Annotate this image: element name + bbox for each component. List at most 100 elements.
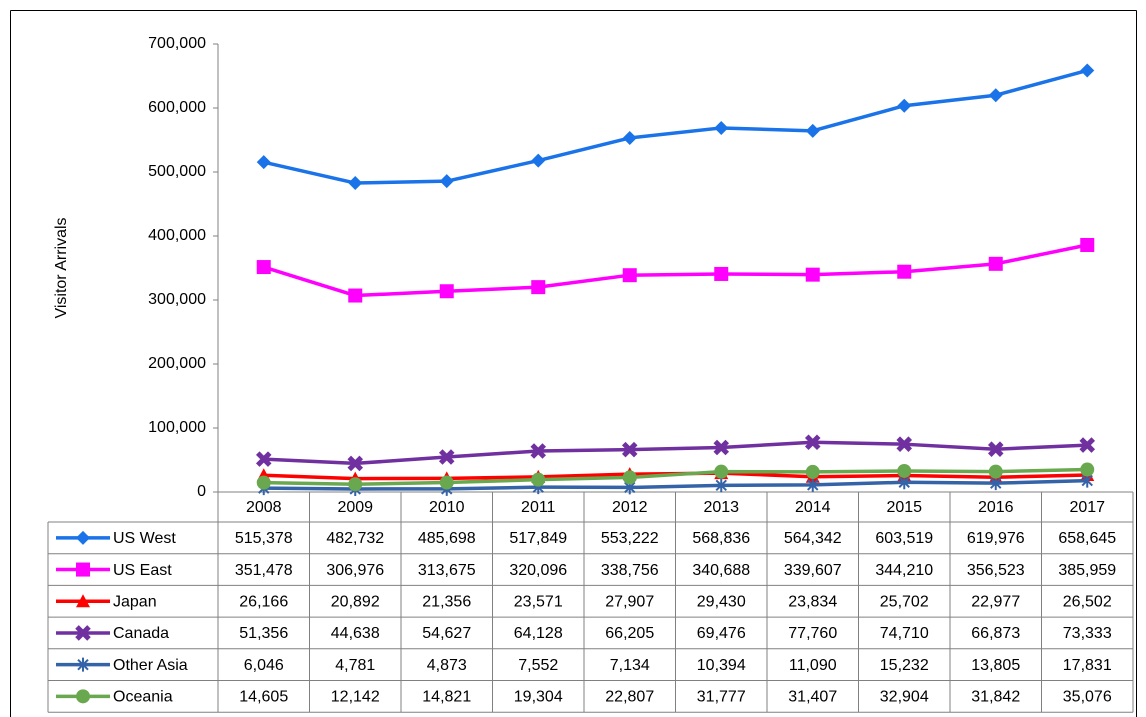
legend-label: Oceania bbox=[113, 689, 173, 706]
marker bbox=[439, 174, 454, 189]
table-value: 4,873 bbox=[427, 657, 467, 674]
table-value: 66,873 bbox=[971, 625, 1020, 642]
table-value: 568,836 bbox=[692, 530, 750, 547]
table-value: 339,607 bbox=[784, 562, 842, 579]
table-value: 658,645 bbox=[1058, 530, 1116, 547]
table-value: 19,304 bbox=[514, 689, 563, 706]
table-value: 15,232 bbox=[880, 657, 929, 674]
series-line bbox=[263, 440, 1088, 466]
marker bbox=[805, 267, 820, 282]
table-value: 12,142 bbox=[331, 689, 380, 706]
marker bbox=[531, 472, 546, 487]
marker bbox=[621, 441, 638, 458]
x-tick-label: 2014 bbox=[795, 499, 831, 516]
table-value: 553,222 bbox=[601, 530, 659, 547]
table-value: 54,627 bbox=[422, 625, 471, 642]
marker bbox=[76, 689, 90, 704]
table-value: 320,096 bbox=[509, 562, 567, 579]
marker bbox=[804, 434, 821, 451]
marker bbox=[1079, 437, 1096, 453]
y-tick-label: 600,000 bbox=[148, 99, 206, 116]
table-value: 14,821 bbox=[422, 689, 471, 706]
marker bbox=[622, 470, 637, 485]
table-value: 23,571 bbox=[514, 593, 563, 610]
table-value: 338,756 bbox=[601, 562, 659, 579]
marker bbox=[622, 268, 637, 283]
table-value: 27,907 bbox=[605, 593, 654, 610]
table-value: 31,407 bbox=[788, 689, 837, 706]
marker bbox=[347, 455, 364, 472]
table-value: 485,698 bbox=[418, 530, 476, 547]
table-value: 31,777 bbox=[697, 689, 746, 706]
y-tick-label: 0 bbox=[197, 483, 206, 500]
series-line bbox=[263, 243, 1088, 298]
table-value: 10,394 bbox=[697, 657, 746, 674]
table-value: 26,166 bbox=[239, 593, 288, 610]
x-tick-label: 2009 bbox=[337, 499, 373, 516]
marker bbox=[77, 657, 89, 672]
x-tick-label: 2012 bbox=[612, 499, 648, 516]
table-value: 515,378 bbox=[235, 530, 293, 547]
marker bbox=[75, 625, 91, 641]
table-value: 482,732 bbox=[326, 530, 384, 547]
marker bbox=[348, 477, 363, 492]
table-value: 22,977 bbox=[971, 593, 1020, 610]
marker bbox=[988, 88, 1003, 103]
table-value: 356,523 bbox=[967, 562, 1025, 579]
marker bbox=[76, 562, 90, 577]
series-line bbox=[263, 68, 1088, 185]
table-value: 7,134 bbox=[610, 657, 650, 674]
marker bbox=[897, 98, 912, 113]
marker bbox=[987, 441, 1004, 457]
marker bbox=[531, 153, 546, 168]
table-value: 517,849 bbox=[509, 530, 567, 547]
table-value: 26,502 bbox=[1063, 593, 1112, 610]
marker bbox=[988, 256, 1003, 271]
table-value: 344,210 bbox=[875, 562, 933, 579]
table-value: 13,805 bbox=[971, 657, 1020, 674]
table-value: 22,807 bbox=[605, 689, 654, 706]
marker bbox=[897, 264, 912, 279]
marker bbox=[348, 176, 363, 191]
x-tick-label: 2016 bbox=[978, 499, 1014, 516]
legend-label: Canada bbox=[113, 625, 169, 642]
marker bbox=[622, 130, 637, 145]
y-axis-label: Visitor Arrivals bbox=[53, 217, 70, 318]
marker bbox=[714, 120, 729, 135]
table-value: 21,356 bbox=[422, 593, 471, 610]
y-tick-label: 200,000 bbox=[148, 355, 206, 372]
marker bbox=[807, 477, 819, 492]
marker bbox=[714, 266, 729, 281]
table-value: 11,090 bbox=[789, 657, 837, 674]
table-value: 351,478 bbox=[235, 562, 293, 579]
table-value: 619,976 bbox=[967, 530, 1025, 547]
table-value: 6,046 bbox=[244, 657, 284, 674]
marker bbox=[256, 260, 271, 275]
table-value: 32,904 bbox=[880, 689, 929, 706]
table-value: 29,430 bbox=[697, 593, 746, 610]
marker bbox=[256, 475, 271, 490]
table-value: 340,688 bbox=[692, 562, 750, 579]
table-value: 20,892 bbox=[331, 593, 380, 610]
marker bbox=[439, 284, 454, 299]
marker bbox=[531, 280, 546, 295]
table-value: 44,638 bbox=[331, 625, 380, 642]
series-line bbox=[263, 467, 1088, 486]
table-value: 603,519 bbox=[875, 530, 933, 547]
marker bbox=[713, 439, 730, 456]
marker bbox=[897, 463, 912, 478]
marker bbox=[439, 475, 454, 490]
marker bbox=[1080, 462, 1095, 477]
marker bbox=[76, 530, 90, 545]
series-line bbox=[263, 478, 1088, 491]
table-value: 66,205 bbox=[605, 625, 654, 642]
table-value: 313,675 bbox=[418, 562, 476, 579]
y-tick-label: 500,000 bbox=[148, 163, 206, 180]
table-value: 385,959 bbox=[1058, 562, 1116, 579]
x-tick-label: 2017 bbox=[1069, 499, 1105, 516]
x-tick-label: 2011 bbox=[521, 499, 556, 516]
table-value: 25,702 bbox=[880, 593, 929, 610]
table-value: 74,710 bbox=[880, 625, 929, 642]
x-tick-label: 2008 bbox=[246, 499, 282, 516]
table-value: 31,842 bbox=[971, 689, 1020, 706]
